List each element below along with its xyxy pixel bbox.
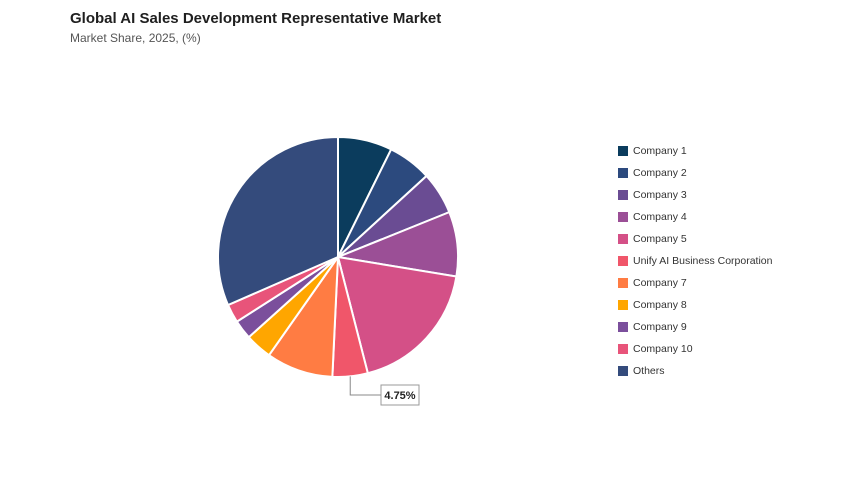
legend-label: Company 8 [633, 299, 687, 311]
chart-title: Global AI Sales Development Representati… [70, 10, 442, 27]
legend-swatch [618, 212, 628, 222]
pie-slice-5[interactable] [336, 255, 458, 375]
legend-label: Company 1 [633, 145, 687, 157]
legend-item[interactable]: Company 1 [618, 140, 772, 162]
legend-swatch [618, 168, 628, 178]
legend-swatch [618, 190, 628, 200]
legend-swatch [618, 146, 628, 156]
legend-swatch [618, 344, 628, 354]
callout-value-label: 4.75% [384, 390, 415, 402]
legend-label: Others [633, 365, 665, 377]
legend-item[interactable]: Company 2 [618, 162, 772, 184]
chart-legend: Company 1 Company 2 Company 3 Company 4 Comp… [618, 140, 772, 382]
chart-subtitle: Market Share, 2025, (%) [70, 31, 201, 45]
legend-swatch [618, 256, 628, 266]
legend-label: Unify AI Business Corporation [633, 255, 773, 267]
legend-item[interactable]: Company 7 [618, 272, 772, 294]
slice-callout: 4.75% [349, 376, 420, 406]
legend-item[interactable]: Others [618, 360, 772, 382]
legend-label: Company 10 [633, 343, 693, 355]
legend-label: Company 9 [633, 321, 687, 333]
pie-slice-11[interactable] [217, 135, 339, 307]
legend-swatch [618, 234, 628, 244]
legend-item[interactable]: Company 5 [618, 228, 772, 250]
legend-swatch [618, 278, 628, 288]
legend-swatch [618, 366, 628, 376]
legend-item[interactable]: Company 9 [618, 316, 772, 338]
callout-box [380, 384, 420, 406]
legend-item[interactable]: Company 10 [618, 338, 772, 360]
legend-label: Company 5 [633, 233, 687, 245]
legend-swatch [618, 322, 628, 332]
legend-item[interactable]: Company 8 [618, 294, 772, 316]
legend-label: Company 3 [633, 189, 687, 201]
legend-item[interactable]: Unify AI Business Corporation [618, 250, 772, 272]
legend-item[interactable]: Company 3 [618, 184, 772, 206]
legend-item[interactable]: Company 4 [618, 206, 772, 228]
callout-leader-line [349, 376, 381, 396]
legend-swatch [618, 300, 628, 310]
legend-label: Company 2 [633, 167, 687, 179]
legend-label: Company 4 [633, 211, 687, 223]
legend-label: Company 7 [633, 277, 687, 289]
